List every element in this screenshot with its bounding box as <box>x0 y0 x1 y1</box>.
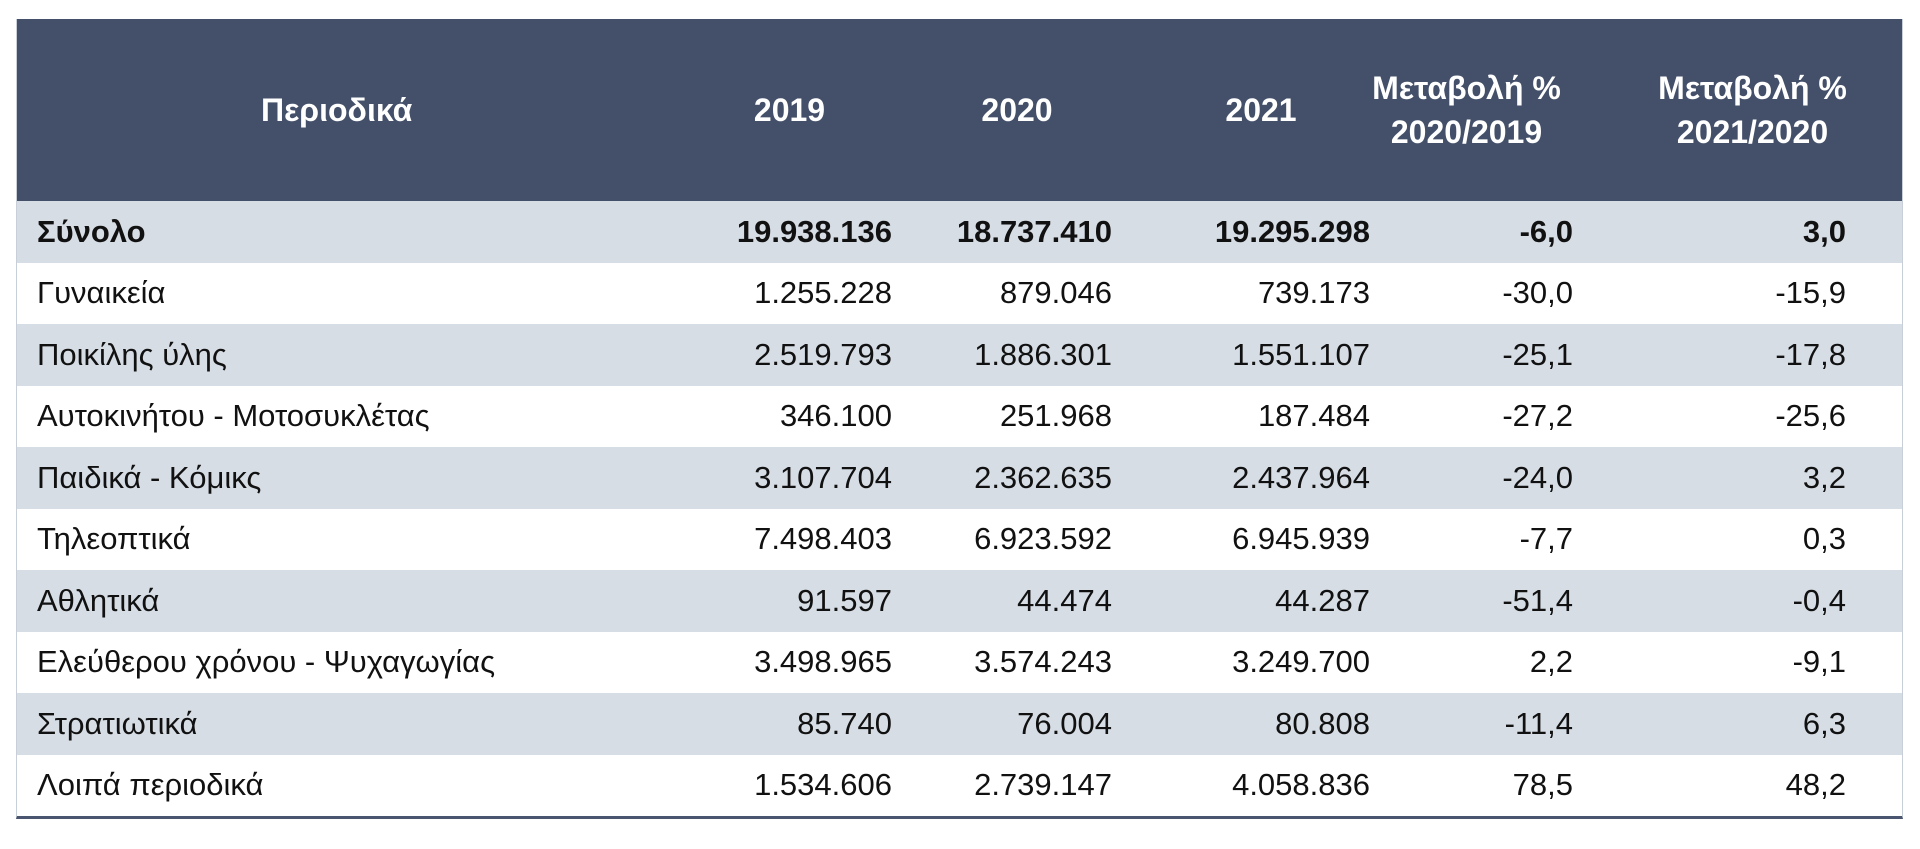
table-cell: 44.287 <box>1275 582 1370 618</box>
header-change-2020-2019: Μεταβολή % 2020/2019 <box>1372 70 1561 150</box>
header-category: Περιοδικά <box>261 92 413 128</box>
table-cell: 1.255.228 <box>754 275 892 311</box>
table-cell: 739.173 <box>1257 275 1370 311</box>
table-cell: 91.597 <box>797 582 892 618</box>
table-cell: 85.740 <box>797 705 892 741</box>
table-cell: -17,8 <box>1775 336 1846 372</box>
table-cell: -30,0 <box>1502 275 1573 311</box>
table-row: Στρατιωτικά 85.740 76.004 80.808 -11,4 6,3 <box>17 693 1902 755</box>
table-cell: 78,5 <box>1512 767 1573 803</box>
table-cell: 346.100 <box>779 398 892 434</box>
table-cell: 3.249.700 <box>1232 644 1370 680</box>
row-label: Ελεύθερου χρόνου - Ψυχαγωγίας <box>37 644 496 680</box>
total-row: Σύνολο 19.938.136 18.737.410 19.295.298 -6,0… <box>17 201 1902 263</box>
table-cell: -11,4 <box>1504 705 1573 741</box>
table-cell: 3,2 <box>1802 459 1846 495</box>
table-cell: 187.484 <box>1257 398 1370 434</box>
header-2021: 2021 <box>1225 92 1297 128</box>
magazines-table-container: Περιοδικά 2019 2020 2021 Μεταβολή % 2020… <box>16 19 1903 819</box>
table-cell: 2,2 <box>1529 644 1573 680</box>
table-row: Ελεύθερου χρόνου - Ψυχαγωγίας 3.498.965 3.… <box>17 631 1902 693</box>
table-cell: 4.058.836 <box>1232 767 1370 803</box>
table-cell: 44.474 <box>1017 582 1112 618</box>
row-label: Αθλητικά <box>37 582 160 618</box>
table-cell: 76.004 <box>1017 705 1112 741</box>
table-cell: 0,3 <box>1802 521 1846 557</box>
table-row: Γυναικεία 1.255.228 879.046 739.173 -30,0 -15… <box>17 262 1902 324</box>
table-cell: 1.534.606 <box>754 767 892 803</box>
table-cell: 251.968 <box>999 398 1112 434</box>
table-cell: 6,3 <box>1802 705 1846 741</box>
table-cell: 3.107.704 <box>754 459 892 495</box>
table-header: Περιοδικά 2019 2020 2021 Μεταβολή % 2020… <box>17 19 1902 201</box>
table-cell: 19.295.298 <box>1214 213 1370 249</box>
table-cell: 6.923.592 <box>974 521 1112 557</box>
table-cell: 1.551.107 <box>1232 336 1370 372</box>
table-cell: 48,2 <box>1785 767 1846 803</box>
table-row: Αυτοκινήτου - Μοτοσυκλέτας 346.100 251.968… <box>17 385 1902 447</box>
table-cell: 6.945.939 <box>1232 521 1370 557</box>
header-change-2021-2020: Μεταβολή % 2021/2020 <box>1658 70 1847 150</box>
table-cell: 2.437.964 <box>1232 459 1370 495</box>
table-row: Τηλεοπτικά 7.498.403 6.923.592 6.945.939 -7,… <box>17 508 1902 570</box>
row-label: Στρατιωτικά <box>37 705 198 741</box>
table-cell: -27,2 <box>1502 398 1573 434</box>
table-cell: 80.808 <box>1275 705 1370 741</box>
table-cell: 3,0 <box>1802 213 1846 249</box>
table-cell: 7.498.403 <box>754 521 892 557</box>
table-cell: -0,4 <box>1792 582 1846 618</box>
table-cell: 19.938.136 <box>736 213 892 249</box>
table-cell: -6,0 <box>1519 213 1573 249</box>
magazines-table: Περιοδικά 2019 2020 2021 Μεταβολή % 2020… <box>17 19 1902 816</box>
header-2020: 2020 <box>981 92 1053 128</box>
table-cell: 879.046 <box>999 275 1112 311</box>
header-2019: 2019 <box>753 92 826 128</box>
table-row: Αθλητικά 91.597 44.474 44.287 -51,4 -0,4 <box>17 570 1902 632</box>
table-body: Σύνολο 19.938.136 18.737.410 19.295.298 -6,0… <box>17 201 1902 816</box>
table-cell: 3.574.243 <box>974 644 1112 680</box>
row-label: Ποικίλης ύλης <box>37 336 227 372</box>
table-cell: 2.739.147 <box>974 767 1112 803</box>
row-label: Τηλεοπτικά <box>37 521 191 557</box>
table-cell: 3.498.965 <box>754 644 892 680</box>
table-cell: 1.886.301 <box>974 336 1112 372</box>
table-cell: -9,1 <box>1792 644 1846 680</box>
row-label: Λοιπά περιοδικά <box>37 767 264 803</box>
table-cell: -24,0 <box>1502 459 1573 495</box>
row-label: Γυναικεία <box>37 275 166 311</box>
table-cell: -25,1 <box>1502 336 1573 372</box>
table-cell: 18.737.410 <box>956 213 1112 249</box>
table-cell: -51,4 <box>1502 582 1573 618</box>
table-row: Παιδικά - Κόμικς 3.107.704 2.362.635 2.437.… <box>17 447 1902 509</box>
header-row: Περιοδικά 2019 2020 2021 Μεταβολή % 2020… <box>17 19 1902 201</box>
row-label: Αυτοκινήτου - Μοτοσυκλέτας <box>37 398 430 434</box>
table-cell: -7,7 <box>1519 521 1573 557</box>
table-cell: 2.519.793 <box>754 336 892 372</box>
row-label: Παιδικά - Κόμικς <box>37 459 262 495</box>
table-cell: -15,9 <box>1775 275 1846 311</box>
table-cell: 2.362.635 <box>974 459 1112 495</box>
table-row: Ποικίλης ύλης 2.519.793 1.886.301 1.551.107… <box>17 324 1902 386</box>
table-row: Λοιπά περιοδικά 1.534.606 2.739.147 4.058.8… <box>17 754 1902 816</box>
table-cell: -25,6 <box>1775 398 1846 434</box>
row-label: Σύνολο <box>37 213 146 249</box>
